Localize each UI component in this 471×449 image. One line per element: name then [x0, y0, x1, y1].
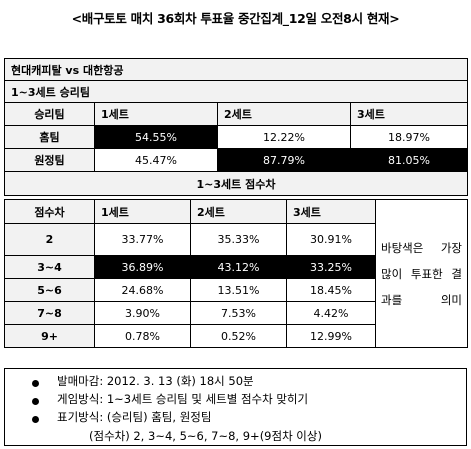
- cell-value: 45.47%: [94, 148, 218, 172]
- score-table: 점수차 1세트 2세트 3세트 바탕색은 가장 많이 투표한 결과를 의미 2 …: [4, 199, 468, 348]
- row-label-home: 홈팀: [4, 125, 95, 149]
- cell-value: 12.22%: [217, 125, 351, 149]
- cell-value: 35.33%: [190, 223, 287, 256]
- cell-value: 7.53%: [190, 301, 287, 325]
- table-row: 3~4 36.89% 43.12% 33.25%: [4, 255, 468, 279]
- cell-value: 54.55%: [94, 125, 218, 149]
- col-header-winner: 승리팀: [4, 102, 95, 126]
- cell-value: 24.68%: [94, 278, 191, 302]
- col-header-set1: 1세트: [94, 199, 191, 224]
- col-header-set2: 2세트: [190, 199, 287, 224]
- row-label: 3~4: [4, 255, 95, 279]
- winner-table: 현대캐피탈 vs 대한항공 1~3세트 승리팀 승리팀 1세트 2세트 3세트 …: [3, 58, 469, 196]
- table-row: 홈팀 54.55% 12.22% 18.97%: [4, 125, 469, 149]
- cell-value: 18.45%: [286, 278, 376, 302]
- table-row: 9+ 0.78% 0.52% 12.99%: [4, 324, 468, 348]
- cell-value: 36.89%: [94, 255, 191, 279]
- bullet-icon: [32, 380, 39, 387]
- cell-value: 4.42%: [286, 301, 376, 325]
- col-header-set3: 3세트: [286, 199, 376, 224]
- highlight-note: 바탕색은 가장 많이 투표한 결과를 의미: [375, 199, 468, 348]
- row-label: 2: [4, 223, 95, 256]
- cell-value: 43.12%: [190, 255, 287, 279]
- page-title: <배구토토 매치 36회차 투표율 중간집계_12일 오전8시 현재>: [71, 11, 400, 26]
- note-notation: 표기방식: (승리팀) 홈팀, 원정팀: [57, 410, 212, 424]
- cell-value: 12.99%: [286, 324, 376, 348]
- bullet-icon: [32, 416, 39, 423]
- col-header-set2: 2세트: [217, 102, 351, 126]
- row-label: 5~6: [4, 278, 95, 302]
- cell-value: 0.78%: [94, 324, 191, 348]
- cell-value: 33.25%: [286, 255, 376, 279]
- cell-value: 13.51%: [190, 278, 287, 302]
- row-label: 7~8: [4, 301, 95, 325]
- cell-value: 3.90%: [94, 301, 191, 325]
- col-header-score: 점수차: [4, 199, 95, 224]
- table-row: 원정팀 45.47% 87.79% 81.05%: [4, 148, 469, 172]
- note-game-method: 게임방식: 1~3세트 승리팀 및 세트별 점수차 맞히기: [57, 392, 309, 406]
- notes-box: 발매마감: 2012. 3. 13 (화) 18시 50분 게임방식: 1~3세…: [4, 368, 467, 446]
- score-section-title: 1~3세트 점수차: [3, 171, 469, 196]
- bullet-icon: [32, 398, 39, 405]
- note-deadline: 발매마감: 2012. 3. 13 (화) 18시 50분: [57, 374, 254, 388]
- table-row: 2 33.77% 35.33% 30.91%: [4, 223, 468, 256]
- cell-value: 18.97%: [349, 125, 469, 149]
- match-title: 현대캐피탈 vs 대한항공: [3, 58, 469, 81]
- note-notation-score: (점수차) 2, 3~4, 5~6, 7~8, 9+(9점차 이상): [89, 429, 322, 443]
- cell-value: 81.05%: [349, 148, 469, 172]
- col-header-set1: 1세트: [94, 102, 218, 126]
- table-row: 7~8 3.90% 7.53% 4.42%: [4, 301, 468, 325]
- col-header-set3: 3세트: [349, 102, 469, 126]
- row-label: 9+: [4, 324, 95, 348]
- winner-section-title: 1~3세트 승리팀: [3, 80, 469, 103]
- cell-value: 30.91%: [286, 223, 376, 256]
- cell-value: 87.79%: [217, 148, 351, 172]
- cell-value: 0.52%: [190, 324, 287, 348]
- row-label-away: 원정팀: [4, 148, 95, 172]
- cell-value: 33.77%: [94, 223, 191, 256]
